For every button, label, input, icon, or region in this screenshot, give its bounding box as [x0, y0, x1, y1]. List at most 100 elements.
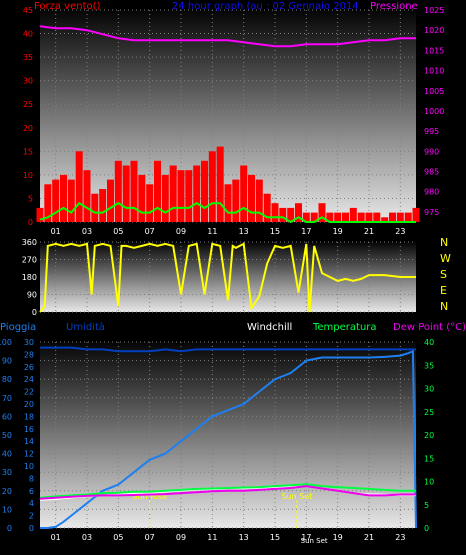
weather-x-tick: 21 [364, 533, 374, 542]
pressure-y-tick: 1015 [424, 46, 444, 55]
humidity-y-tick: 60 [2, 412, 12, 421]
wind-x-tick: 11 [207, 227, 217, 236]
gust-bar [122, 165, 130, 222]
gust-bar [326, 212, 334, 222]
temperature-y-tick: 15 [424, 454, 434, 463]
rain-y-tick: 22 [24, 388, 34, 397]
rain-y-tick: 14 [24, 437, 34, 446]
wind-y-tick: 35 [23, 53, 33, 62]
wind-y-tick: 30 [23, 77, 33, 86]
gust-bar [99, 189, 107, 222]
humidity-y-tick: 80 [2, 375, 12, 384]
wind-x-tick: 21 [364, 227, 374, 236]
wind-axis-label: Forza vento() [34, 1, 101, 12]
wind-average-line [39, 201, 416, 224]
rain-y-tick: 26 [24, 363, 34, 372]
pressure-y-tick: 980 [424, 188, 439, 197]
gust-bar [107, 179, 114, 222]
weather-x-tick: 11 [207, 533, 217, 542]
weather-x-tick: 01 [51, 533, 61, 542]
gust-bar [334, 212, 342, 222]
gust-bar [248, 174, 255, 222]
direction-y-tick: 180 [22, 273, 37, 282]
rain-y-tick: 16 [24, 425, 34, 434]
gust-bar [75, 151, 83, 222]
rain-y-tick: 12 [24, 450, 34, 459]
direction-y-tick: 270 [22, 256, 37, 265]
rain-y-tick: 30 [24, 338, 34, 347]
wind-x-tick: 19 [333, 227, 343, 236]
weather-x-tick: 09 [176, 533, 186, 542]
temperature-y-tick: 5 [424, 501, 429, 510]
wind-y-tick: 15 [23, 147, 33, 156]
humidity-y-tick: 90 [2, 357, 12, 366]
gust-bar [318, 203, 326, 222]
gust-bar [287, 207, 295, 222]
weather-x-tick: 03 [82, 533, 92, 542]
legend: Pioggia Umidità Windchill Temperatura Dew Po… [0, 321, 466, 333]
rain-y-tick: 10 [24, 462, 34, 471]
gust-bar [44, 184, 52, 222]
gust-bar [349, 207, 357, 222]
wind-y-tick: 10 [23, 171, 33, 180]
wind-x-tick: 17 [301, 227, 311, 236]
gust-bar [357, 212, 365, 222]
temperature-y-tick: 35 [424, 361, 434, 370]
gust-bar [342, 212, 349, 222]
direction-y-tick: 90 [27, 291, 37, 300]
chart-title: 24 hour graph (au : 02 Gennaio 2014 [172, 1, 359, 12]
wind-y-tick: 0 [28, 218, 33, 227]
gust-bar [36, 207, 44, 222]
direction-y-tick: 360 [22, 238, 37, 247]
dewpoint-line [39, 485, 416, 500]
compass-n: N [440, 300, 448, 313]
pressure-y-tick: 975 [424, 208, 439, 217]
legend-item: Temperatura [312, 322, 377, 333]
weather-x-tick: 07 [145, 533, 155, 542]
temperature-y-tick: 0 [424, 524, 429, 533]
temperature-line [39, 483, 416, 499]
gust-bar [302, 212, 310, 222]
direction-y-tick: 0 [32, 308, 37, 317]
weather-panel-grid [40, 341, 416, 529]
temperature-y-tick: 40 [424, 338, 434, 347]
rain-y-tick: 24 [24, 375, 34, 384]
pressure-y-tick: 995 [424, 127, 439, 136]
wind-y-tick: 5 [28, 194, 33, 203]
legend-item: Pioggia [0, 322, 36, 333]
gust-bar [310, 212, 318, 222]
humidity-axis-ticks: 0 10 20 30 40 50 60 70 80 90 100 [0, 338, 12, 533]
rain-y-tick: 18 [24, 412, 34, 421]
gust-bar [130, 160, 138, 222]
pressure-y-tick: 1020 [424, 26, 444, 35]
rain-y-tick: 4 [29, 499, 34, 508]
weather-x-tick: 15 [270, 533, 280, 542]
gust-bar [185, 170, 193, 222]
humidity-y-tick: 70 [2, 394, 12, 403]
gust-bar [381, 217, 389, 222]
gust-bar [177, 170, 185, 222]
gust-bar [255, 179, 263, 222]
wind-y-tick: 40 [23, 30, 33, 39]
gust-bar [396, 212, 404, 222]
legend-item: Dew Point (°C) [393, 322, 466, 333]
wind-x-tick: 09 [176, 227, 186, 236]
humidity-y-tick: 10 [2, 505, 12, 514]
gust-bar [404, 212, 412, 222]
wind-direction-line [39, 242, 416, 313]
rain-y-tick: 0 [29, 524, 34, 533]
gust-bar [193, 165, 201, 222]
temperature-y-tick: 10 [424, 478, 434, 487]
gust-bar [216, 146, 224, 222]
weather-x-tick: 23 [395, 533, 405, 542]
pressure-axis-label: Pressione [370, 1, 418, 12]
humidity-y-tick: 100 [0, 338, 12, 347]
wind-x-tick: 01 [51, 227, 61, 236]
compass-n: N [440, 236, 448, 249]
wind-x-tick: 03 [82, 227, 92, 236]
pressure-axis-ticks: 975 980 985 990 995 1000 1005 1010 1015 1020 1025 [424, 6, 444, 217]
gust-bar [389, 212, 396, 222]
pressure-y-tick: 1005 [424, 87, 444, 96]
